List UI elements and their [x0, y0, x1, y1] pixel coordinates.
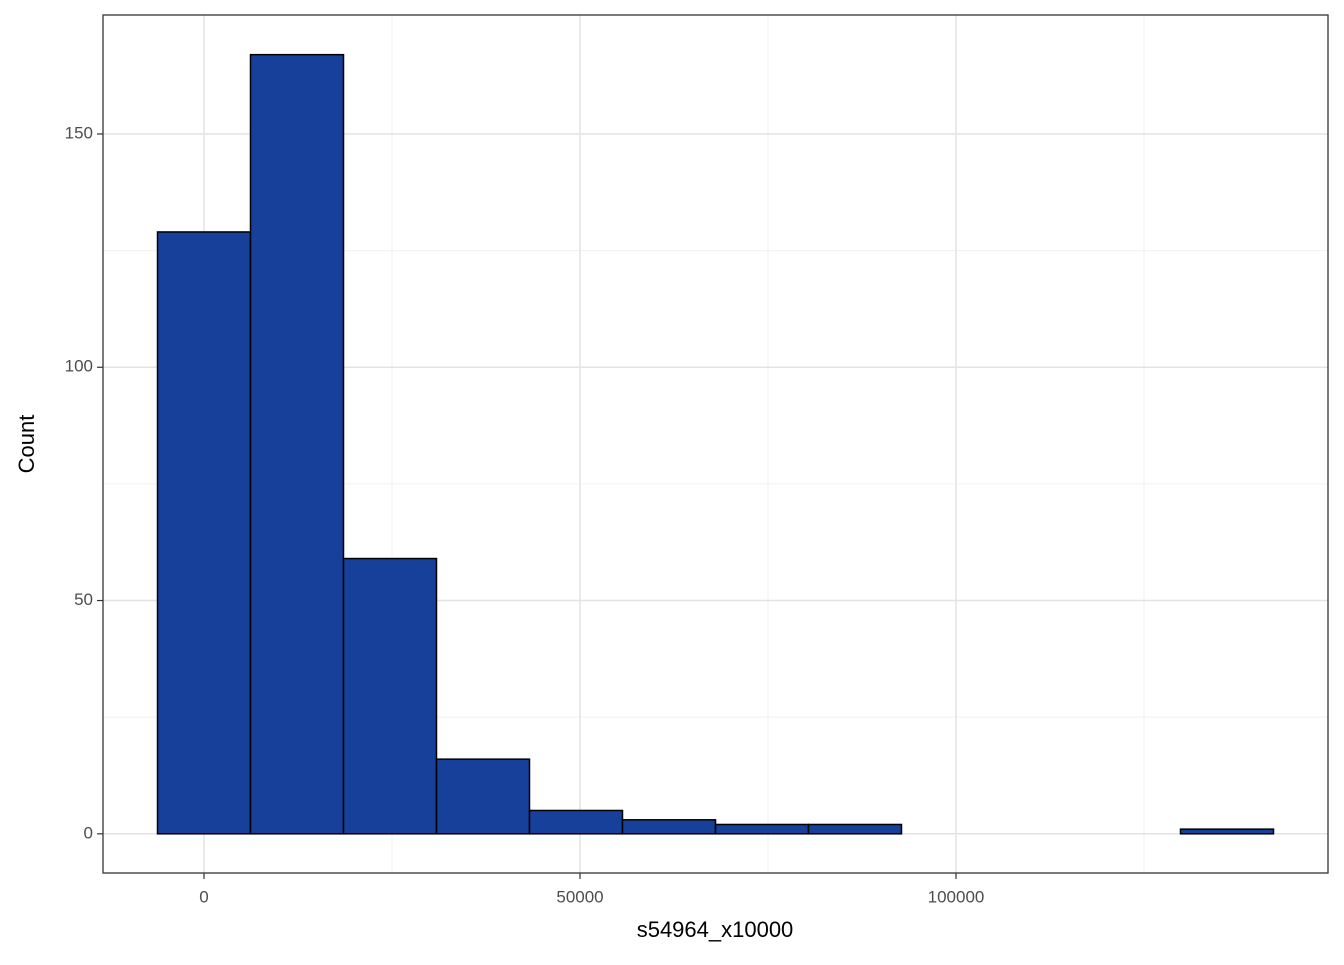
bar: [807, 823, 903, 835]
y-tick-label: 150: [65, 123, 93, 142]
y-tick-label: 100: [65, 357, 93, 376]
bar: [435, 758, 531, 835]
bar: [1179, 828, 1275, 835]
x-tick-label: 100000: [928, 887, 985, 906]
bar: [528, 809, 624, 835]
y-axis-title: Count: [14, 415, 39, 474]
x-tick-label: 50000: [556, 887, 603, 906]
bar: [156, 231, 252, 835]
y-tick-label: 50: [74, 590, 93, 609]
bar: [621, 819, 717, 835]
panel-border: [102, 14, 1329, 874]
bar: [342, 557, 438, 835]
x-axis-title: s54964_x10000: [637, 917, 794, 942]
bar: [249, 53, 345, 835]
bar: [714, 823, 810, 835]
x-tick-label: 0: [199, 887, 208, 906]
y-tick-label: 0: [84, 823, 93, 842]
